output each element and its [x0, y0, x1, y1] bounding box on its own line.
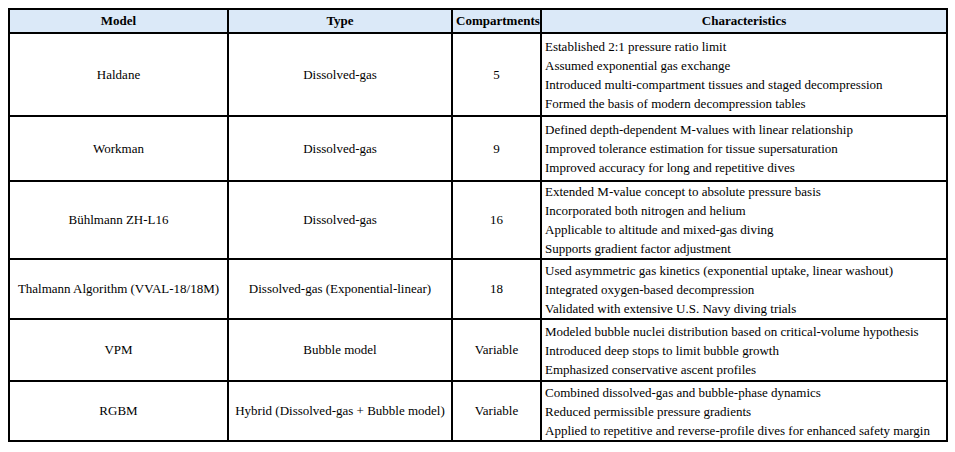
characteristic-line: Reduced permissible pressure gradients: [545, 402, 943, 421]
characteristic-line: Used asymmetric gas kinetics (exponentia…: [545, 261, 943, 280]
model-cell: Bühlmann ZH-L16: [9, 181, 228, 259]
compartments-cell: 5: [452, 33, 541, 116]
table-row: Bühlmann ZH-L16Dissolved-gas16Extended M…: [9, 181, 947, 259]
characteristic-line: Integrated oxygen-based decompression: [545, 280, 943, 299]
table-row: Thalmann Algorithm (VVAL-18/18M)Dissolve…: [9, 259, 947, 319]
characteristic-line: Defined depth-dependent M-values with li…: [545, 120, 943, 139]
characteristics-cell: Extended M-value concept to absolute pre…: [541, 181, 947, 259]
type-cell: Dissolved-gas (Exponential-linear): [228, 259, 452, 319]
type-cell: Hybrid (Dissolved-gas + Bubble model): [228, 381, 452, 441]
type-cell: Dissolved-gas: [228, 116, 452, 181]
characteristic-line: Introduced multi-compartment tissues and…: [545, 75, 943, 94]
characteristic-line: Validated with extensive U.S. Navy divin…: [545, 299, 943, 318]
model-cell: Haldane: [9, 33, 228, 116]
table-row: WorkmanDissolved-gas9Defined depth-depen…: [9, 116, 947, 181]
characteristic-line: Supports gradient factor adjustment: [545, 239, 943, 258]
compartments-cell: 16: [452, 181, 541, 259]
characteristic-line: Emphasized conservative ascent profiles: [545, 360, 943, 379]
table-row: RGBMHybrid (Dissolved-gas + Bubble model…: [9, 381, 947, 441]
characteristic-line: Modeled bubble nuclei distribution based…: [545, 322, 943, 341]
column-header-compartments: Compartments: [452, 9, 541, 33]
compartments-cell: 18: [452, 259, 541, 319]
characteristic-line: Combined dissolved-gas and bubble-phase …: [545, 383, 943, 402]
table-row: HaldaneDissolved-gas5Established 2:1 pre…: [9, 33, 947, 116]
column-header-characteristics: Characteristics: [541, 9, 947, 33]
characteristics-cell: Established 2:1 pressure ratio limitAssu…: [541, 33, 947, 116]
model-cell: Workman: [9, 116, 228, 181]
model-cell: VPM: [9, 319, 228, 381]
characteristic-line: Introduced deep stops to limit bubble gr…: [545, 341, 943, 360]
characteristic-line: Established 2:1 pressure ratio limit: [545, 37, 943, 56]
decompression-models-table: Model Type Compartments Characteristics …: [8, 8, 948, 442]
type-cell: Bubble model: [228, 319, 452, 381]
table-row: VPMBubble modelVariableModeled bubble nu…: [9, 319, 947, 381]
characteristics-cell: Used asymmetric gas kinetics (exponentia…: [541, 259, 947, 319]
compartments-cell: Variable: [452, 319, 541, 381]
compartments-cell: 9: [452, 116, 541, 181]
characteristic-line: Assumed exponential gas exchange: [545, 56, 943, 75]
characteristic-line: Applied to repetitive and reverse-profil…: [545, 421, 943, 440]
characteristics-cell: Modeled bubble nuclei distribution based…: [541, 319, 947, 381]
model-cell: RGBM: [9, 381, 228, 441]
characteristics-cell: Defined depth-dependent M-values with li…: [541, 116, 947, 181]
characteristic-line: Improved tolerance estimation for tissue…: [545, 139, 943, 158]
characteristic-line: Formed the basis of modern decompression…: [545, 94, 943, 113]
type-cell: Dissolved-gas: [228, 181, 452, 259]
characteristic-line: Extended M-value concept to absolute pre…: [545, 182, 943, 201]
model-cell: Thalmann Algorithm (VVAL-18/18M): [9, 259, 228, 319]
characteristic-line: Incorporated both nitrogen and helium: [545, 201, 943, 220]
column-header-type: Type: [228, 9, 452, 33]
characteristic-line: Improved accuracy for long and repetitiv…: [545, 158, 943, 177]
characteristic-line: Applicable to altitude and mixed-gas div…: [545, 220, 943, 239]
column-header-model: Model: [9, 9, 228, 33]
header-row: Model Type Compartments Characteristics: [9, 9, 947, 33]
compartments-cell: Variable: [452, 381, 541, 441]
type-cell: Dissolved-gas: [228, 33, 452, 116]
characteristics-cell: Combined dissolved-gas and bubble-phase …: [541, 381, 947, 441]
